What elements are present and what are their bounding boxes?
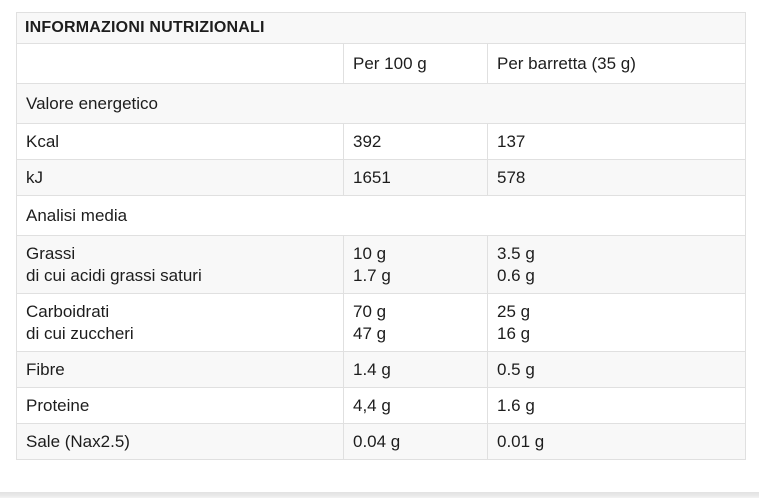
value-per-100g: 1651 [343, 159, 488, 196]
value-per-barretta: 0.5 g [486, 351, 747, 388]
value-per-100g: 70 g 47 g [343, 293, 488, 352]
nutrition-table: INFORMAZIONI NUTRIZIONALI Per 100 g Per … [15, 12, 747, 460]
value-per-barretta: 25 g 16 g [486, 293, 747, 352]
data-row: Kcal 392 137 [16, 123, 747, 160]
section-row: Analisi media [15, 195, 747, 236]
value-per-barretta: 137 [486, 123, 747, 160]
value-per-barretta: 1.6 g [486, 387, 747, 424]
data-row: Fibre 1.4 g 0.5 g [16, 351, 747, 388]
value-per-100g: 0.04 g [343, 423, 488, 460]
row-label: Kcal [16, 123, 344, 160]
row-label: Grassi di cui acidi grassi saturi [16, 235, 344, 294]
row-label: kJ [16, 159, 344, 196]
value-per-barretta: 3.5 g 0.6 g [486, 235, 747, 294]
value-per-100g: 10 g 1.7 g [343, 235, 488, 294]
value-per-100g: 4,4 g [343, 387, 488, 424]
value-per-100g: 1.4 g [343, 351, 488, 388]
data-row: kJ 1651 578 [16, 159, 747, 196]
value-per-100g: 392 [343, 123, 488, 160]
row-label: Carboidrati di cui zuccheri [16, 293, 344, 352]
value-per-barretta: 0.01 g [486, 423, 747, 460]
column-header-per-barretta: Per barretta (35 g) [486, 43, 747, 84]
row-label: Fibre [16, 351, 344, 388]
column-header-per-100g: Per 100 g [343, 43, 488, 84]
data-row: Grassi di cui acidi grassi saturi 10 g 1.… [16, 235, 747, 294]
section-label: Analisi media [15, 195, 747, 236]
data-row: Carboidrati di cui zuccheri 70 g 47 g 25 g… [16, 293, 747, 352]
row-label: Sale (Nax2.5) [16, 423, 344, 460]
column-header-row: Per 100 g Per barretta (35 g) [16, 43, 747, 84]
table-title: INFORMAZIONI NUTRIZIONALI [15, 12, 747, 44]
data-row: Proteine 4,4 g 1.6 g [16, 387, 747, 424]
row-label: Proteine [16, 387, 344, 424]
data-row: Sale (Nax2.5) 0.04 g 0.01 g [16, 423, 747, 460]
section-label: Valore energetico [15, 83, 747, 124]
value-per-barretta: 578 [486, 159, 747, 196]
page-bottom-edge [0, 492, 759, 498]
section-row: Valore energetico [15, 83, 747, 124]
nutrition-table-body: Valore energetico Kcal 392 137 kJ 1651 578 Anal… [15, 83, 747, 460]
table-title-row: INFORMAZIONI NUTRIZIONALI [15, 12, 747, 44]
empty-header-cell [16, 43, 344, 84]
